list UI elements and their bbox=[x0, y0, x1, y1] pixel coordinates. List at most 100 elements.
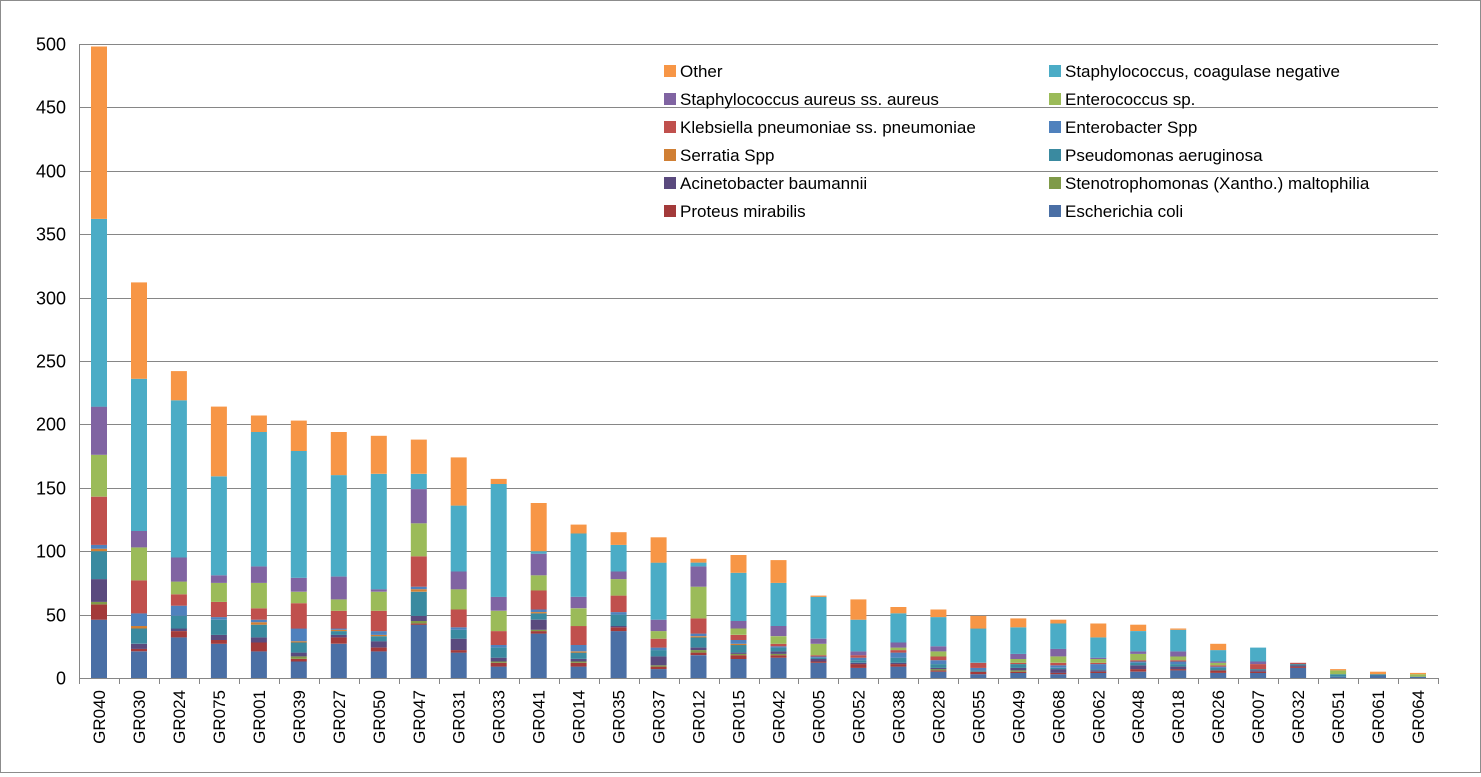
bar-segment bbox=[730, 634, 747, 640]
bar-segment bbox=[450, 571, 467, 590]
bar-segment bbox=[330, 628, 347, 630]
bar-segment bbox=[1250, 661, 1267, 664]
bar-segment bbox=[570, 645, 587, 652]
bar-segment bbox=[1210, 650, 1227, 662]
bar-segment bbox=[370, 636, 387, 642]
bar-segment bbox=[1050, 656, 1067, 663]
bar-segment bbox=[650, 650, 667, 657]
bar-segment bbox=[450, 609, 467, 628]
bar-segment bbox=[1250, 647, 1267, 662]
bar-segment bbox=[330, 475, 347, 577]
bar-segment bbox=[1170, 670, 1187, 678]
bar-segment bbox=[1090, 637, 1107, 658]
bar-segment bbox=[170, 557, 187, 582]
legend-swatch bbox=[1049, 65, 1061, 77]
bar-segment bbox=[1170, 656, 1187, 661]
bar-segment bbox=[570, 666, 587, 678]
legend-swatch bbox=[1049, 205, 1061, 217]
bar-segment bbox=[730, 555, 747, 573]
bar-segment bbox=[850, 667, 867, 678]
bar-segment bbox=[490, 647, 507, 658]
bar-segment bbox=[890, 613, 907, 643]
bar-segment bbox=[250, 415, 267, 432]
bar-segment bbox=[210, 617, 227, 620]
x-tick-label: GR052 bbox=[849, 690, 868, 744]
bar-segment bbox=[131, 628, 147, 644]
bar-segment bbox=[91, 544, 107, 549]
legend-swatch bbox=[664, 121, 676, 133]
bar-segment bbox=[1010, 627, 1027, 654]
bar-segment bbox=[410, 586, 427, 590]
legend-label: Escherichia coli bbox=[1065, 202, 1183, 221]
bar-segment bbox=[170, 631, 187, 638]
bar-segment bbox=[1290, 666, 1307, 668]
bar-segment bbox=[850, 599, 867, 620]
bar-segment bbox=[1130, 662, 1147, 666]
bar-segment bbox=[450, 652, 467, 678]
legend-label: Pseudomonas aeruginosa bbox=[1065, 146, 1263, 165]
bar-segment bbox=[1170, 628, 1187, 630]
bar-segment bbox=[1130, 665, 1147, 670]
bar-segment bbox=[330, 576, 347, 600]
bar-segment bbox=[570, 651, 587, 653]
bar-segment bbox=[290, 603, 307, 629]
bar-segment bbox=[290, 656, 307, 659]
bar-segment bbox=[170, 594, 187, 606]
bar-segment bbox=[810, 596, 827, 639]
bar-segment bbox=[290, 420, 307, 451]
x-tick-label: GR075 bbox=[210, 690, 229, 744]
y-tick-label: 150 bbox=[36, 479, 66, 499]
bar-segment bbox=[970, 667, 987, 671]
bar-segment bbox=[330, 631, 347, 635]
x-tick-label: GR028 bbox=[929, 690, 948, 744]
bar-segment bbox=[530, 503, 547, 552]
bar-segment bbox=[850, 655, 867, 658]
x-tick-label: GR062 bbox=[1089, 690, 1108, 744]
bar-segment bbox=[330, 610, 347, 629]
bar-segment bbox=[930, 660, 947, 664]
bar-segment bbox=[650, 631, 667, 639]
bar-segment bbox=[730, 645, 747, 653]
bar-segment bbox=[890, 650, 907, 653]
bar-segment bbox=[770, 647, 787, 652]
bar-segment bbox=[1010, 671, 1027, 673]
bar-segment bbox=[770, 643, 787, 647]
bar-segment bbox=[1210, 665, 1227, 667]
bar-segment bbox=[810, 662, 827, 678]
bar-segment bbox=[610, 626, 627, 628]
bar-segment bbox=[1050, 665, 1067, 668]
bar-segment bbox=[530, 551, 547, 554]
x-tick-label: GR042 bbox=[769, 690, 788, 744]
bar-segment bbox=[1090, 662, 1107, 665]
bar-segment bbox=[1330, 670, 1347, 675]
bar-segment bbox=[770, 582, 787, 626]
x-tick-label: GR035 bbox=[610, 690, 629, 744]
y-tick-label: 0 bbox=[56, 669, 66, 689]
bar-segment bbox=[530, 613, 547, 620]
bar-segment bbox=[290, 652, 307, 657]
bar-segment bbox=[131, 282, 147, 379]
bar-segment bbox=[1010, 662, 1027, 665]
legend-label: Staphylococcus, coagulase negative bbox=[1065, 62, 1340, 81]
bar-segment bbox=[730, 643, 747, 646]
bar-segment bbox=[410, 624, 427, 678]
bar-segment bbox=[970, 615, 987, 629]
legend-swatch bbox=[1049, 149, 1061, 161]
x-tick-label: GR040 bbox=[90, 690, 109, 744]
bar-segment bbox=[1210, 670, 1227, 673]
bar-segment bbox=[170, 581, 187, 595]
x-tick-label: GR047 bbox=[410, 690, 429, 744]
bar-segment bbox=[1170, 664, 1187, 667]
bar-segment bbox=[1210, 661, 1227, 663]
legend-label: Stenotrophomonas (Xantho.) maltophilia bbox=[1065, 174, 1370, 193]
bar-segment bbox=[850, 660, 867, 663]
bar-segment bbox=[1250, 669, 1267, 671]
bar-segment bbox=[810, 656, 827, 658]
bar-segment bbox=[930, 609, 947, 618]
bar-segment bbox=[570, 659, 587, 662]
bar-segment bbox=[91, 601, 107, 605]
bar-segment bbox=[250, 619, 267, 623]
x-tick-label: GR037 bbox=[650, 690, 669, 744]
bar-segment bbox=[91, 548, 107, 552]
bar-segment bbox=[1410, 676, 1426, 678]
